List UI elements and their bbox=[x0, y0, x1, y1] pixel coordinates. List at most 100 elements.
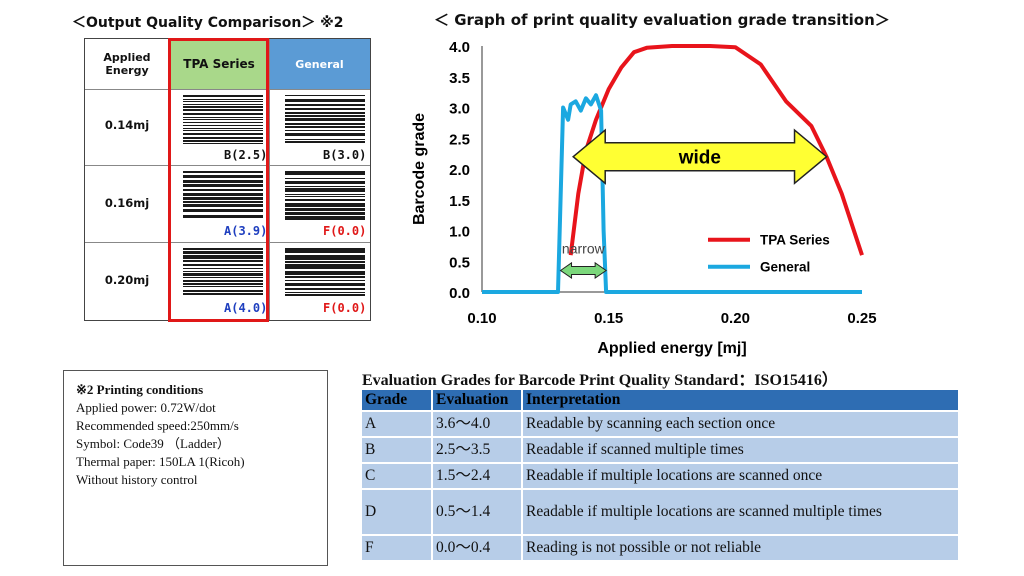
barcode-bar bbox=[183, 101, 263, 102]
barcode-bar bbox=[183, 251, 263, 254]
y-tick-label: 1.0 bbox=[449, 224, 470, 241]
barcode-bar bbox=[285, 139, 365, 140]
barcode-bar bbox=[285, 248, 365, 253]
barcode-bar bbox=[183, 180, 263, 183]
header-applied-energy: Applied Energy bbox=[85, 39, 169, 89]
barcode-bar bbox=[183, 143, 263, 144]
barcode-bar bbox=[183, 130, 263, 131]
barcode-bar bbox=[183, 133, 263, 135]
header-interpretation: Interpretation bbox=[521, 390, 958, 411]
barcode-bar bbox=[183, 109, 263, 111]
row-energy: 0.20mj bbox=[104, 273, 150, 287]
barcode-bar bbox=[183, 171, 263, 173]
barcode-bar bbox=[285, 188, 365, 192]
barcode-bar bbox=[285, 133, 365, 136]
y-tick-label: 2.5 bbox=[449, 131, 470, 148]
x-tick-label: 0.25 bbox=[847, 310, 876, 327]
barcode-bar bbox=[183, 280, 263, 282]
interpretation-cell: Readable if scanned multiple times bbox=[521, 436, 958, 463]
barcode-bar bbox=[183, 117, 263, 118]
grades-table-title: Evaluation Grades for Barcode Print Qual… bbox=[362, 372, 838, 389]
table-row: C 1.5～2.4 Readable if multiple locations… bbox=[362, 462, 958, 489]
barcode-bar bbox=[285, 276, 365, 278]
x-axis-label: Applied energy [mj] bbox=[597, 340, 746, 357]
barcode-bar bbox=[285, 186, 365, 187]
grades-table: Grade Evaluation Interpretation A 3.6～4.… bbox=[362, 390, 958, 560]
barcode-bar bbox=[183, 193, 263, 196]
barcode-bar bbox=[285, 130, 365, 131]
y-tick-label: 4.0 bbox=[449, 39, 470, 56]
barcode-bar bbox=[183, 271, 263, 272]
tpa-grade: A(4.0) bbox=[224, 301, 268, 315]
general-grade: F(0.0) bbox=[323, 224, 367, 238]
table-row: F 0.0～0.4 Reading is not possible or not… bbox=[362, 534, 958, 560]
grade-cell: D bbox=[362, 488, 432, 535]
barcode-bar bbox=[183, 175, 263, 178]
annotation-label-wide: wide bbox=[678, 148, 721, 169]
y-tick-label: 0.0 bbox=[449, 285, 470, 302]
legend-label: TPA Series bbox=[760, 233, 830, 248]
barcode-bar bbox=[285, 104, 365, 106]
barcode-bar bbox=[285, 95, 365, 96]
conditions-title: ※2 Printing conditions bbox=[76, 382, 204, 397]
condition-line: Recommended speed:250mm/s bbox=[76, 418, 239, 433]
barcode-bar bbox=[183, 277, 263, 278]
y-axis-label: Barcode grade bbox=[411, 113, 428, 225]
barcode-bar bbox=[285, 141, 365, 143]
interpretation-cell: Readable if multiple locations are scann… bbox=[521, 462, 958, 489]
row-energy: 0.16mj bbox=[104, 196, 150, 210]
barcode-bar bbox=[183, 283, 263, 285]
barcode-bar bbox=[183, 189, 263, 191]
tpa-highlight-frame bbox=[168, 38, 269, 322]
header-general: General bbox=[269, 39, 370, 89]
barcode-image bbox=[183, 95, 263, 144]
barcode-bar bbox=[285, 171, 365, 175]
barcode-bar bbox=[285, 261, 365, 263]
grade-cell: C bbox=[362, 462, 432, 489]
barcode-bar bbox=[285, 283, 365, 286]
barcode-bar bbox=[183, 209, 263, 212]
comparison-title: ＜Output Quality Comparison＞ ※2 bbox=[72, 15, 344, 31]
barcode-bar bbox=[285, 292, 365, 293]
barcode-bar bbox=[183, 290, 263, 292]
barcode-bar bbox=[285, 212, 365, 215]
barcode-bar bbox=[285, 126, 365, 128]
y-tick-label: 1.5 bbox=[449, 193, 470, 210]
x-tick-label: 0.20 bbox=[721, 310, 750, 327]
grades-header-row: Grade Evaluation Interpretation bbox=[362, 390, 958, 411]
series-line-general bbox=[482, 93, 862, 294]
barcode-bar bbox=[183, 137, 263, 139]
barcode-image bbox=[183, 171, 263, 218]
barcode-bar bbox=[285, 115, 365, 117]
barcode-bar bbox=[183, 99, 263, 100]
barcode-bar bbox=[285, 255, 365, 260]
barcode-bar bbox=[183, 260, 263, 262]
barcode-bar bbox=[285, 288, 365, 290]
barcode-bar bbox=[183, 197, 263, 200]
comparison-row: 0.16mj bbox=[85, 165, 370, 243]
interpretation-cell: Readable if multiple locations are scann… bbox=[521, 488, 958, 535]
tpa-grade: A(3.9) bbox=[224, 224, 268, 238]
y-tick-label: 2.0 bbox=[449, 162, 470, 179]
barcode-bar bbox=[285, 294, 365, 296]
barcode-bar bbox=[183, 264, 263, 266]
row-energy: 0.14mj bbox=[104, 118, 150, 132]
grade-cell: B bbox=[362, 436, 432, 463]
barcode-bar bbox=[183, 215, 263, 218]
barcode-bar bbox=[285, 208, 365, 211]
barcode-bar bbox=[285, 194, 365, 195]
barcode-image bbox=[285, 171, 365, 220]
x-tick-label: 0.15 bbox=[594, 310, 623, 327]
y-tick-label: 3.0 bbox=[449, 101, 470, 118]
comparison-table: Applied Energy TPA Series General 0.14mj… bbox=[84, 38, 371, 321]
barcode-bar bbox=[285, 264, 365, 269]
barcode-bar bbox=[183, 95, 263, 97]
barcode-bar bbox=[183, 201, 263, 203]
barcode-bar bbox=[285, 112, 365, 114]
barcode-image bbox=[285, 95, 365, 143]
header-evaluation: Evaluation bbox=[431, 390, 522, 411]
condition-line: Symbol: Code39 （Ladder） bbox=[76, 436, 230, 451]
y-tick-label: 3.5 bbox=[449, 70, 470, 87]
barcode-bar bbox=[183, 293, 263, 295]
y-tick-label: 0.5 bbox=[449, 254, 470, 271]
